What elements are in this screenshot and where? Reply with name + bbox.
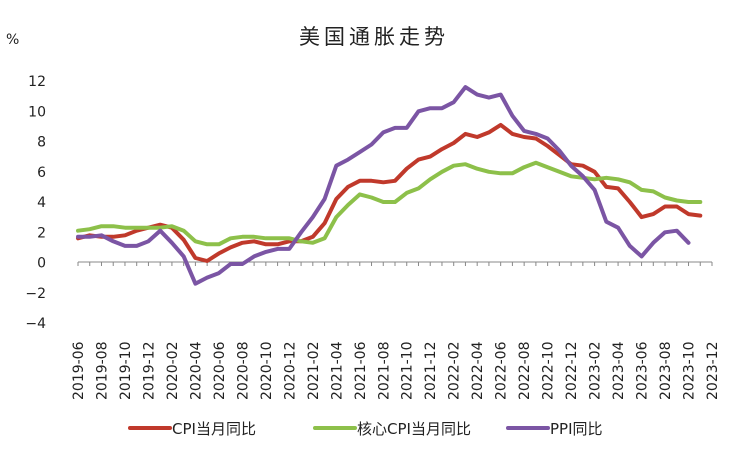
y-tick-label: 8 xyxy=(37,135,46,151)
y-axis-unit-label: % xyxy=(6,32,19,48)
x-tick-label: 2020-04 xyxy=(188,341,204,400)
y-tick-label: 4 xyxy=(37,195,46,211)
x-tick-label: 2020-02 xyxy=(165,342,181,401)
x-tick-label: 2022-08 xyxy=(517,342,533,401)
y-tick-label: 10 xyxy=(28,104,46,120)
x-tick-label: 2023-04 xyxy=(611,341,627,400)
y-tick-label: 6 xyxy=(37,165,46,181)
y-tick-label: −4 xyxy=(25,316,46,332)
x-tick-label: 2020-06 xyxy=(212,341,228,400)
x-tick-label: 2021-12 xyxy=(423,342,439,401)
y-tick-label: 12 xyxy=(28,74,46,90)
y-tick-label: 0 xyxy=(37,256,46,272)
y-axis: −4 −2 0 2 4 6 8 10 12 xyxy=(25,74,46,332)
x-tick-label: 2021-04 xyxy=(329,341,345,400)
x-tick-label: 2023-12 xyxy=(705,342,721,401)
x-tick-label: 2019-06 xyxy=(71,341,87,400)
series-line-3 xyxy=(76,85,691,286)
x-tick-label: 2023-06 xyxy=(635,341,651,400)
x-tick-label: 2020-12 xyxy=(282,342,298,401)
x-tick-label: 2022-04 xyxy=(470,341,486,400)
chart-title: 美国通胀走势 xyxy=(299,25,449,49)
x-tick-label: 2023-08 xyxy=(658,342,674,401)
x-tick-label: 2019-12 xyxy=(141,342,157,401)
x-tick-label: 2023-02 xyxy=(588,342,604,401)
x-tick-label: 2019-10 xyxy=(118,342,134,401)
series-layer xyxy=(76,85,703,286)
x-tick-label: 2021-08 xyxy=(376,342,392,401)
series-line-1 xyxy=(76,122,703,263)
x-tick-label: 2022-06 xyxy=(494,341,510,400)
x-tick-label: 2021-02 xyxy=(306,342,322,401)
x-axis: 2019-06 2019-08 2019-10 2019-12 2020-02 2020-… xyxy=(71,261,721,401)
legend-label: 核心CPI当月同比 xyxy=(357,420,471,438)
legend: CPI当月同比 核心CPI当月同比 PPI同比 xyxy=(128,420,603,438)
x-tick-label: 2022-12 xyxy=(564,342,580,401)
series-line-2 xyxy=(76,160,703,247)
y-tick-label: 2 xyxy=(37,225,46,241)
x-tick-label: 2023-10 xyxy=(682,342,698,401)
x-tick-label: 2021-10 xyxy=(400,342,416,401)
x-tick-label: 2020-10 xyxy=(259,342,275,401)
x-tick-label: 2022-02 xyxy=(447,341,463,400)
legend-label: CPI当月同比 xyxy=(172,420,256,438)
y-tick-label: −2 xyxy=(25,286,46,302)
legend-label: PPI同比 xyxy=(550,420,603,438)
x-tick-label: 2019-08 xyxy=(94,342,110,401)
x-tick-label: 2020-08 xyxy=(235,342,251,401)
x-tick-label: 2021-06 xyxy=(353,341,369,400)
x-tick-label: 2022-10 xyxy=(541,342,557,401)
